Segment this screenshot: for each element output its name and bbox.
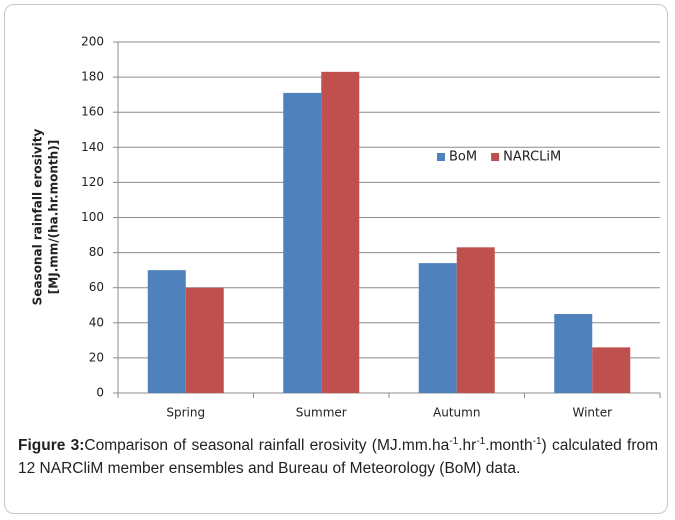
y-tick-label: 100 <box>81 210 104 224</box>
x-tick-label: Autumn <box>433 406 480 420</box>
caption-label: Figure 3: <box>18 437 85 455</box>
bar <box>147 270 186 393</box>
x-tick-label: Summer <box>296 406 347 420</box>
figure-caption: Figure 3:Comparison of seasonal rainfall… <box>18 430 658 480</box>
caption-superscript: -1 <box>476 436 486 447</box>
bar <box>185 287 224 393</box>
y-tick-label: 120 <box>81 175 104 189</box>
y-tick-label: 160 <box>81 105 104 119</box>
bar <box>321 71 360 394</box>
chart: 0 20 40 60 80 100 120 140 160 180 200 Seasonal rain… <box>31 35 661 420</box>
caption-text: Comparison of seasonal rainfall erosivit… <box>84 437 450 455</box>
y-tick-label: 0 <box>96 386 104 400</box>
figure-frame <box>4 4 668 514</box>
bar <box>456 247 495 393</box>
caption-text: .month <box>485 437 533 455</box>
bar <box>283 92 322 394</box>
y-tick-label: 20 <box>89 350 104 364</box>
y-tick-label: 140 <box>81 140 104 154</box>
caption-text: .hr <box>458 437 477 455</box>
y-axis-label: [MJ.mm/(ha.hr.month)] <box>47 140 61 294</box>
y-tick-label: 200 <box>81 35 104 49</box>
x-tick-label: Winter <box>572 406 612 420</box>
legend-label: BoM <box>449 150 477 165</box>
legend-swatch <box>437 153 445 161</box>
y-axis-label: Seasonal rainfall erosivity <box>31 129 45 306</box>
legend-swatch <box>491 153 500 161</box>
caption-superscript: -1 <box>449 436 459 447</box>
y-tick-label: 80 <box>89 245 104 259</box>
bar <box>592 347 631 393</box>
y-tick-label: 180 <box>81 70 104 84</box>
bar <box>554 314 593 393</box>
caption-superscript: -1 <box>532 436 542 447</box>
x-tick-label: Spring <box>166 406 205 420</box>
legend-label: NARCLiM <box>503 150 561 165</box>
caption-text: ) calculated from 12 NARCliM member ense… <box>18 437 659 478</box>
y-tick-label: 40 <box>89 315 104 329</box>
bar <box>418 263 457 393</box>
y-tick-label: 60 <box>89 280 104 294</box>
